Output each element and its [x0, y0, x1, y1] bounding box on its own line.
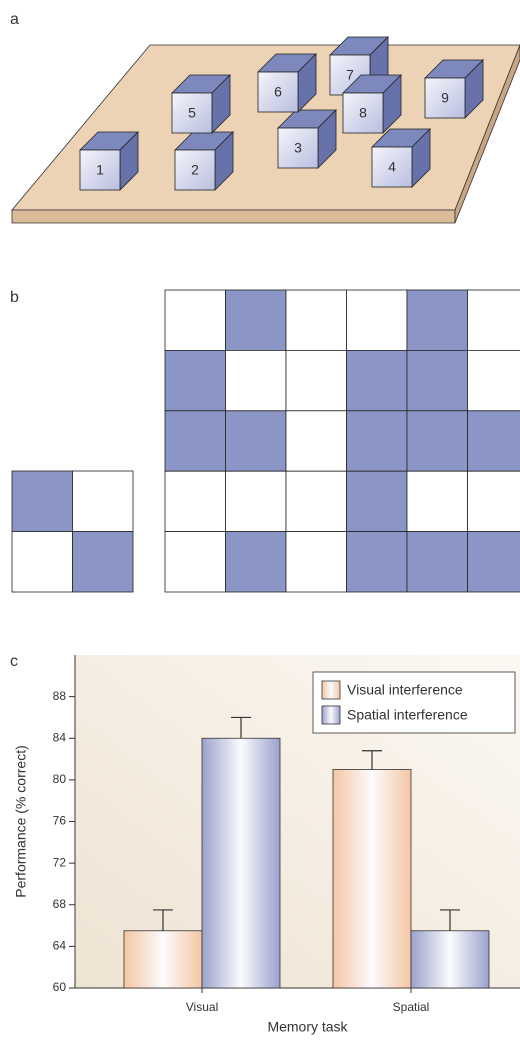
grid-cell [347, 471, 408, 531]
y-axis-label: Performance (% correct) [13, 745, 29, 897]
x-axis-label: Memory task [267, 1019, 348, 1035]
bar [124, 931, 202, 988]
grid-cell [468, 471, 520, 531]
x-tick-label: Spatial [393, 1000, 430, 1014]
legend-label: Visual interference [347, 682, 463, 698]
cube-number: 6 [274, 84, 282, 100]
grid-cell [347, 290, 408, 350]
grid-cell [407, 532, 468, 592]
grid-cell [12, 471, 73, 532]
board-edge [12, 210, 455, 223]
grid-cell [73, 471, 134, 532]
grid-cell [407, 290, 468, 350]
y-tick-label: 72 [53, 855, 67, 869]
cube-number: 3 [294, 140, 302, 156]
cube-number: 8 [359, 105, 367, 121]
cube-number: 7 [346, 67, 354, 83]
x-tick-label: Visual [186, 1000, 218, 1014]
grid-cell [226, 471, 287, 531]
figure: a 1 2 3 4 5 6 7 8 9 b c 60 64 68 72 76 80 84 88 Visual Sp… [0, 0, 520, 1039]
grid-cell [226, 350, 287, 410]
bar [411, 931, 489, 988]
cube-number: 1 [96, 162, 104, 178]
legend-label: Spatial interference [347, 707, 468, 723]
grid-cell [165, 532, 226, 592]
cube-number: 5 [188, 105, 196, 121]
grid-cell [165, 350, 226, 410]
grid-cell [407, 411, 468, 471]
y-tick-label: 84 [53, 730, 67, 744]
grid-cell [286, 471, 347, 531]
y-tick-label: 60 [53, 980, 67, 994]
cube-number: 4 [388, 159, 396, 175]
panel-label: b [10, 289, 19, 306]
grid-cell [165, 411, 226, 471]
grid-cell [347, 532, 408, 592]
grid-cell [468, 411, 520, 471]
y-tick-label: 76 [53, 814, 67, 828]
y-tick-label: 80 [53, 772, 67, 786]
grid-cell [407, 350, 468, 410]
panel-label: a [10, 11, 19, 28]
cube-number: 9 [441, 90, 449, 106]
grid-cell [165, 290, 226, 350]
y-tick-label: 68 [53, 897, 67, 911]
grid-cell [347, 350, 408, 410]
bar [202, 738, 280, 988]
panel-label: c [10, 653, 18, 670]
grid-cell [468, 532, 520, 592]
grid-cell [407, 471, 468, 531]
grid-cell [226, 411, 287, 471]
grid-cell [468, 290, 520, 350]
y-tick-label: 64 [53, 939, 67, 953]
grid-cell [468, 350, 520, 410]
grid-cell [226, 290, 287, 350]
grid-cell [226, 532, 287, 592]
grid-cell [165, 471, 226, 531]
cube-number: 2 [191, 162, 199, 178]
grid-cell [286, 290, 347, 350]
grid-cell [286, 350, 347, 410]
grid-cell [286, 411, 347, 471]
grid-cell [73, 532, 134, 593]
grid-cell [347, 411, 408, 471]
grid-cell [286, 532, 347, 592]
legend-swatch [322, 681, 340, 699]
bar [333, 769, 411, 988]
y-tick-label: 88 [53, 689, 67, 703]
legend-swatch [322, 706, 340, 724]
grid-cell [12, 532, 73, 593]
